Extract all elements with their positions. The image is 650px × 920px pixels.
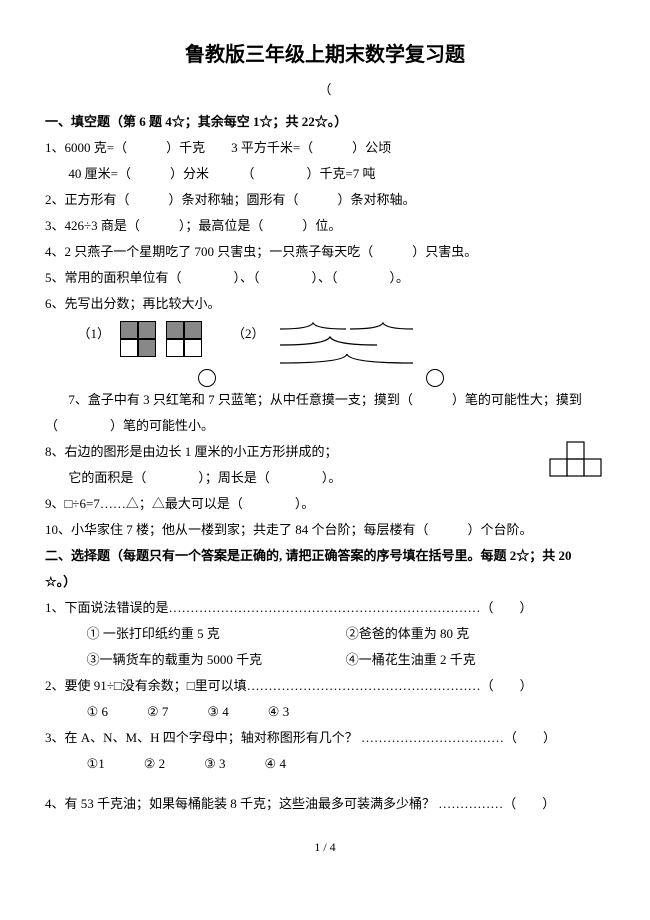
grid-cell <box>166 339 184 357</box>
q1-line-a: 1、6000 克=（ ）千克 3 平方千米=（ ）公顷 <box>45 135 605 161</box>
q6-grid-b <box>166 321 202 357</box>
circle-icon <box>426 369 444 387</box>
q6-figures-row: （1） （2） <box>45 321 605 367</box>
q7-line-a: 7、盒子中有 3 只红笔和 7 只蓝笔；从中任意摸一支；摸到（ ）笔的可能性大；… <box>45 387 605 413</box>
s2q2-line: 2、要使 91÷□没有余数；□里可以填………………………………………………（ ） <box>45 673 605 699</box>
grid-cell <box>184 339 202 357</box>
q3-line: 3、426÷3 商是（ ）；最高位是（ ）位。 <box>45 213 605 239</box>
circle-icon <box>198 369 216 387</box>
q8-line-b: 它的面积是（ ）；周长是（ ）。 <box>45 465 539 491</box>
subtitle-paren: （ <box>45 77 605 103</box>
opt-item: ① 一张打印纸约重 5 克 <box>87 621 346 647</box>
opt-item: ③一辆货车的载重为 5000 千克 <box>87 647 346 673</box>
q8-figure <box>547 441 605 490</box>
q5-line: 5、常用的面积单位有（ ）、（ ）、（ ）。 <box>45 265 605 291</box>
q4-line: 4、2 只燕子一个星期吃了 700 只害虫；一只燕子每天吃（ ）只害虫。 <box>45 239 605 265</box>
squares-shape-icon <box>547 441 605 481</box>
section1-head: 一、填空题（第 6 题 4☆；其余每空 1☆；共 22☆。） <box>45 109 605 135</box>
section2-head-b: ☆。） <box>45 569 605 595</box>
opt-item: ④一桶花生油重 2 千克 <box>346 647 605 673</box>
grid-cell <box>138 339 156 357</box>
s2q3-line: 3、在 A、N、M、H 四个字母中；轴对称图形有几个？ ……………………………（… <box>45 725 605 751</box>
grid-cell <box>184 321 202 339</box>
s2q2-opts: ① 6 ② 7 ③ 4 ④ 3 <box>45 699 605 725</box>
q6-label2: （2） <box>232 321 265 347</box>
section2-head-a: 二、选择题（每题只有一个答案是正确的, 请把正确答案的序号填在括号里。每题 2☆… <box>45 543 605 569</box>
q6-label1: （1） <box>78 321 111 347</box>
s2q3-opts: ①1 ② 2 ③ 3 ④ 4 <box>45 751 605 777</box>
q8-line-a: 8、右边的图形是由边长 1 厘米的小正方形拼成的； <box>45 439 539 465</box>
brace-diagram-icon <box>275 321 415 367</box>
grid-cell <box>120 339 138 357</box>
q9-line: 9、□÷6=7……△；△最大可以是（ ）。 <box>45 491 605 517</box>
q6-head: 6、先写出分数；再比较大小。 <box>45 291 605 317</box>
s2q1-line: 1、下面说法错误的是………………………………………………………………（ ） <box>45 595 605 621</box>
grid-cell <box>120 321 138 339</box>
q10-line: 10、小华家住 7 楼；他从一楼到家；共走了 84 个台阶；每层楼有（ ）个台阶… <box>45 517 605 543</box>
q8-row: 8、右边的图形是由边长 1 厘米的小正方形拼成的； 它的面积是（ ）；周长是（ … <box>45 439 605 491</box>
s2q4-line: 4、有 53 千克油；如果每桶能装 8 千克；这些油最多可装满多少桶？ …………… <box>45 791 605 817</box>
opt-item: ②爸爸的体重为 80 克 <box>346 621 605 647</box>
page-title: 鲁教版三年级上期末数学复习题 <box>45 35 605 75</box>
grid-2x2-b <box>166 321 202 357</box>
page-footer: 1 / 4 <box>45 835 605 859</box>
q6-grid-a <box>120 321 156 357</box>
s2q1-opts: ① 一张打印纸约重 5 克 ②爸爸的体重为 80 克 ③一辆货车的载重为 500… <box>45 621 605 673</box>
q2-line: 2、正方形有（ ）条对称轴；圆形有（ ）条对称轴。 <box>45 187 605 213</box>
grid-2x2-a <box>120 321 156 357</box>
grid-cell <box>166 321 184 339</box>
q6-braces-group <box>275 321 415 367</box>
q7-line-b: （ ）笔的可能性小。 <box>45 413 605 439</box>
q1-line-b: 40 厘米=（ ）分米 （ ）千克=7 吨 <box>45 161 605 187</box>
grid-cell <box>138 321 156 339</box>
q6-circle-row <box>45 369 605 387</box>
